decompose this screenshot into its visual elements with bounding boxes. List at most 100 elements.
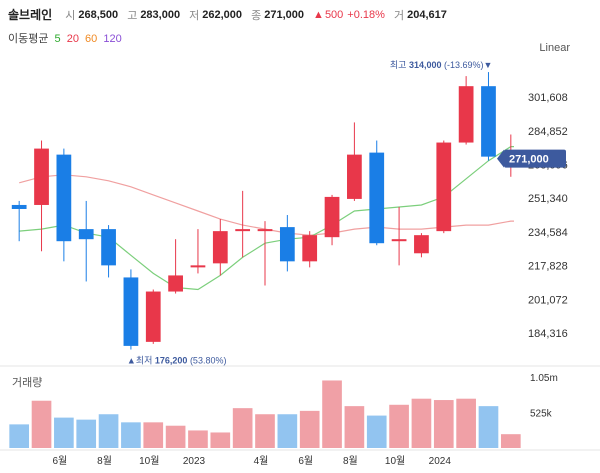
volume-bar <box>299 410 320 448</box>
x-tick-label: 8월 <box>343 455 358 467</box>
min-annotation-part: (53.80%) <box>187 356 226 366</box>
volume-tick-label: 525k <box>530 409 553 420</box>
candle-body <box>369 152 385 244</box>
current-price-tag <box>504 149 566 168</box>
candle-body <box>78 229 94 240</box>
candle-body <box>34 148 49 205</box>
volume-title: 거래량 <box>12 377 43 389</box>
candle-body <box>168 275 183 292</box>
ma-legend: 이동평균 5 20 60 120 <box>8 30 125 46</box>
x-tick-label: 6월 <box>52 455 67 467</box>
volume-bar <box>188 430 208 448</box>
ma-60-toggle[interactable]: 60 <box>85 33 98 45</box>
volume-bar <box>54 417 74 448</box>
candle-body <box>212 231 228 264</box>
max-annotation-part: (-13.69%) <box>442 60 484 70</box>
min-annotation-part: 최저 <box>136 356 155 366</box>
low-label: 저 <box>189 9 200 22</box>
x-tick-label: 4월 <box>254 455 269 467</box>
high-value: 283,000 <box>140 8 181 21</box>
current-price-tag-pointer <box>497 149 504 168</box>
x-tick-label: 10월 <box>385 455 405 467</box>
y-tick-label: 184,316 <box>528 328 568 340</box>
stock-name: 솔브레인 <box>8 8 53 22</box>
candle-body <box>436 142 452 232</box>
volume-bar <box>165 425 186 448</box>
max-annotation-part: 최고 <box>390 60 409 70</box>
y-tick-label: 201,072 <box>528 294 568 306</box>
volume-bar <box>456 398 476 448</box>
candle-body <box>302 235 318 262</box>
volume-value: 204,617 <box>407 8 447 21</box>
candle-body <box>458 86 474 143</box>
min-price-annotation: ▲최저 176,200 (53.80%) <box>127 356 227 366</box>
open-label: 시 <box>65 9 76 22</box>
stock-header: 솔브레인 시 268,500 고 283,000 저 262,000 종 271,000… <box>8 6 598 24</box>
candle-body <box>347 154 362 199</box>
volume-bar <box>344 406 365 448</box>
volume-bar <box>210 432 231 448</box>
x-tick-label: 2024 <box>429 456 452 467</box>
candle-body <box>123 277 139 346</box>
min-annotation-part: 176,200 <box>155 356 188 366</box>
volume-bar <box>478 406 499 448</box>
x-tick-label: 6월 <box>298 455 313 467</box>
candle-body <box>235 229 251 232</box>
y-tick-label: 301,608 <box>528 92 568 104</box>
candle-body <box>56 154 72 242</box>
scale-selector[interactable]: Linear <box>539 42 570 54</box>
max-annotation-part: ▼ <box>484 60 493 70</box>
volume-bar <box>255 414 275 448</box>
low-value: 262,000 <box>202 8 243 21</box>
candle-body <box>481 86 496 157</box>
min-annotation-part: ▲ <box>127 356 136 366</box>
max-annotation-part: 314,000 <box>409 60 442 70</box>
close-label: 종 <box>251 9 262 22</box>
volume-bar <box>366 415 387 448</box>
volume-bar <box>143 422 164 448</box>
high-label: 고 <box>127 9 138 22</box>
volume-bar <box>9 424 30 448</box>
candle-body <box>414 235 429 254</box>
change-pct: +0.18% <box>347 8 385 21</box>
change-value: 500 <box>324 8 344 21</box>
open-value: 268,500 <box>78 8 119 21</box>
max-price-annotation: 최고 314,000 (-13.69%)▼ <box>390 60 493 70</box>
volume-bar <box>121 422 141 448</box>
volume-bar <box>232 408 253 448</box>
volume-bar <box>76 419 97 448</box>
y-tick-label: 234,584 <box>528 227 568 239</box>
volume-bar <box>31 400 52 448</box>
candle-body <box>190 265 206 268</box>
ma-5-toggle[interactable]: 5 <box>54 33 61 45</box>
ma-120-toggle[interactable]: 120 <box>103 33 122 45</box>
volume-bar <box>411 398 432 448</box>
volume-bar <box>322 380 342 448</box>
candle-body <box>324 196 340 238</box>
close-value: 271,000 <box>264 8 304 21</box>
change-up-icon: ▲ <box>313 8 324 21</box>
y-tick-label: 217,828 <box>528 261 568 273</box>
volume-bar <box>98 414 119 448</box>
candle-body <box>279 227 295 262</box>
volume-tick-label: 1.05m <box>530 373 558 384</box>
volume-bar <box>433 400 454 448</box>
ma-legend-title: 이동평균 <box>8 33 49 45</box>
candle-body <box>145 291 161 342</box>
volume-bar <box>389 404 409 448</box>
volume-label: 거 <box>393 9 405 22</box>
candle-body <box>11 204 27 209</box>
volume-bar <box>500 434 521 448</box>
candle-body <box>101 229 116 266</box>
x-tick-label: 8월 <box>97 455 112 467</box>
ma-20-toggle[interactable]: 20 <box>66 33 79 45</box>
y-tick-label: 284,852 <box>528 126 568 138</box>
y-tick-label: 251,340 <box>528 193 568 205</box>
x-tick-label: 10월 <box>139 455 159 467</box>
candle-body <box>391 239 407 242</box>
candle-body <box>257 229 273 232</box>
current-price-label: 271,000 <box>509 154 549 166</box>
volume-bar <box>277 414 298 448</box>
x-tick-label: 2023 <box>183 456 206 467</box>
